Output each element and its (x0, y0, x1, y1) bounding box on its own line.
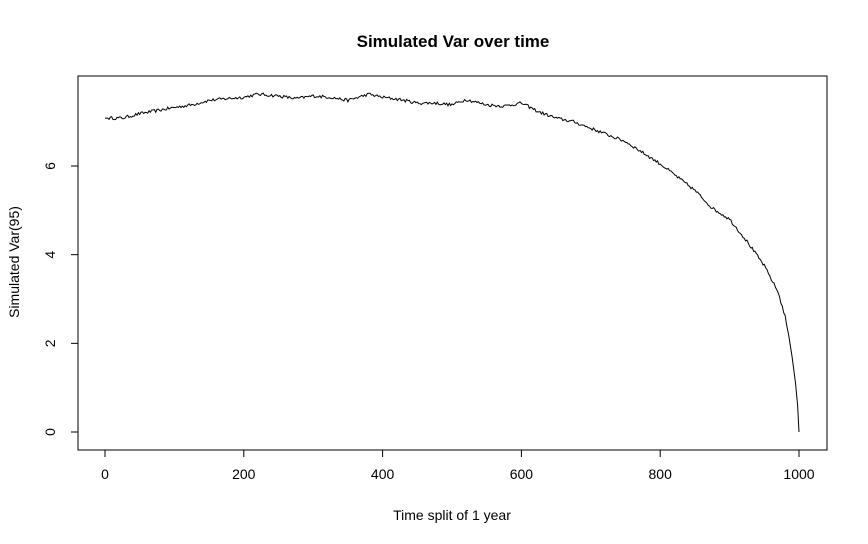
y-tick-label: 0 (42, 428, 58, 436)
x-axis-label: Time split of 1 year (393, 507, 511, 523)
x-axis: 0 200 400 600 800 1000 (101, 449, 815, 482)
y-tick-label: 2 (42, 339, 58, 347)
y-tick-label: 4 (42, 251, 58, 259)
chart-title: Simulated Var over time (357, 32, 550, 51)
x-tick-label: 1000 (783, 466, 814, 482)
y-axis: 0 2 4 6 (42, 162, 79, 436)
x-tick-label: 200 (232, 466, 256, 482)
y-tick-label: 6 (42, 162, 58, 170)
series-line (105, 92, 800, 433)
x-tick-label: 800 (649, 466, 673, 482)
x-tick-label: 600 (510, 466, 534, 482)
x-tick-label: 0 (101, 466, 109, 482)
plot-frame (77, 75, 828, 451)
y-axis-label: Simulated Var(95) (6, 206, 22, 318)
x-tick-label: 400 (371, 466, 395, 482)
